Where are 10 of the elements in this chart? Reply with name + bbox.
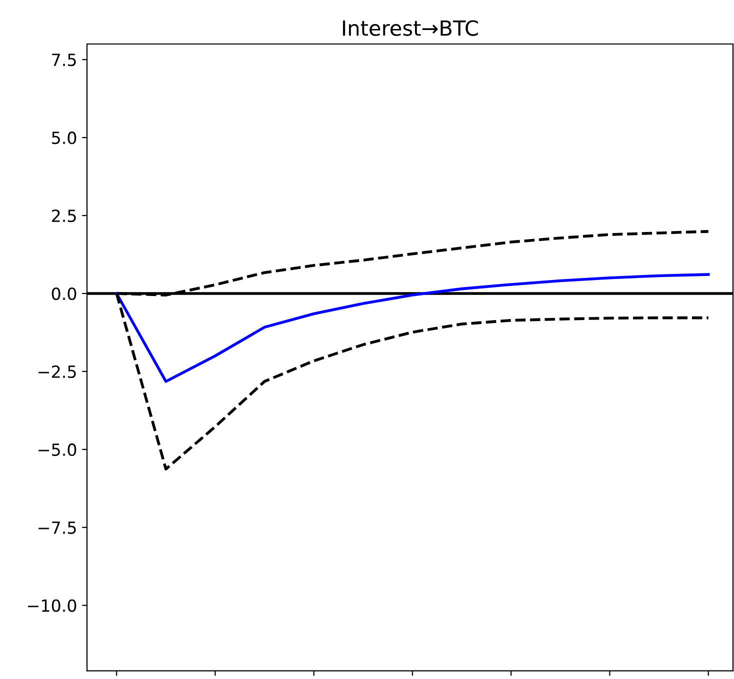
y-tick-label: 7.5: [52, 54, 76, 66]
y-tick-label: 5.0: [52, 132, 76, 144]
y-tick-label: −2.5: [38, 365, 76, 378]
chart-title: Interest→BTC: [343, 20, 478, 36]
y-tick-label: 2.5: [52, 209, 76, 222]
y-tick-label: −7.5: [38, 522, 76, 534]
line-series: [115, 273, 710, 383]
y-tick-label: −5.0: [38, 443, 76, 456]
y-tick-label: 0.0: [52, 287, 76, 300]
y-tick-label: −10.0: [28, 599, 76, 612]
